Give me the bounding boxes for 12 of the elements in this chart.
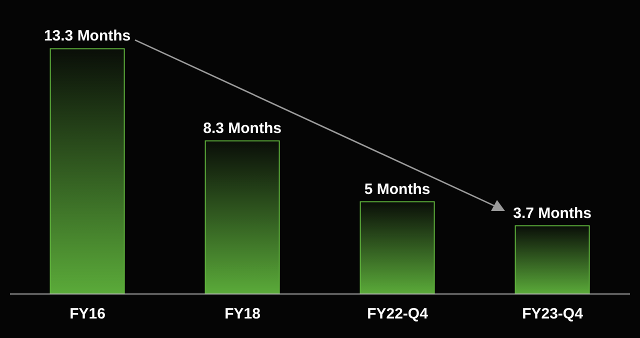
x-tick-label: FY16 xyxy=(70,306,106,323)
data-label: 3.7 Months xyxy=(513,204,592,222)
data-label: 13.3 Months xyxy=(44,28,131,45)
bar xyxy=(360,201,435,294)
data-label: 5 Months xyxy=(364,180,430,198)
x-tick-label: FY18 xyxy=(224,306,260,323)
bar xyxy=(50,48,125,294)
x-tick-label: FY23-Q4 xyxy=(522,306,584,323)
bar xyxy=(514,225,590,294)
data-label: 8.3 Months xyxy=(203,120,282,137)
x-tick-label: FY22-Q4 xyxy=(367,306,429,323)
bar xyxy=(204,140,280,294)
